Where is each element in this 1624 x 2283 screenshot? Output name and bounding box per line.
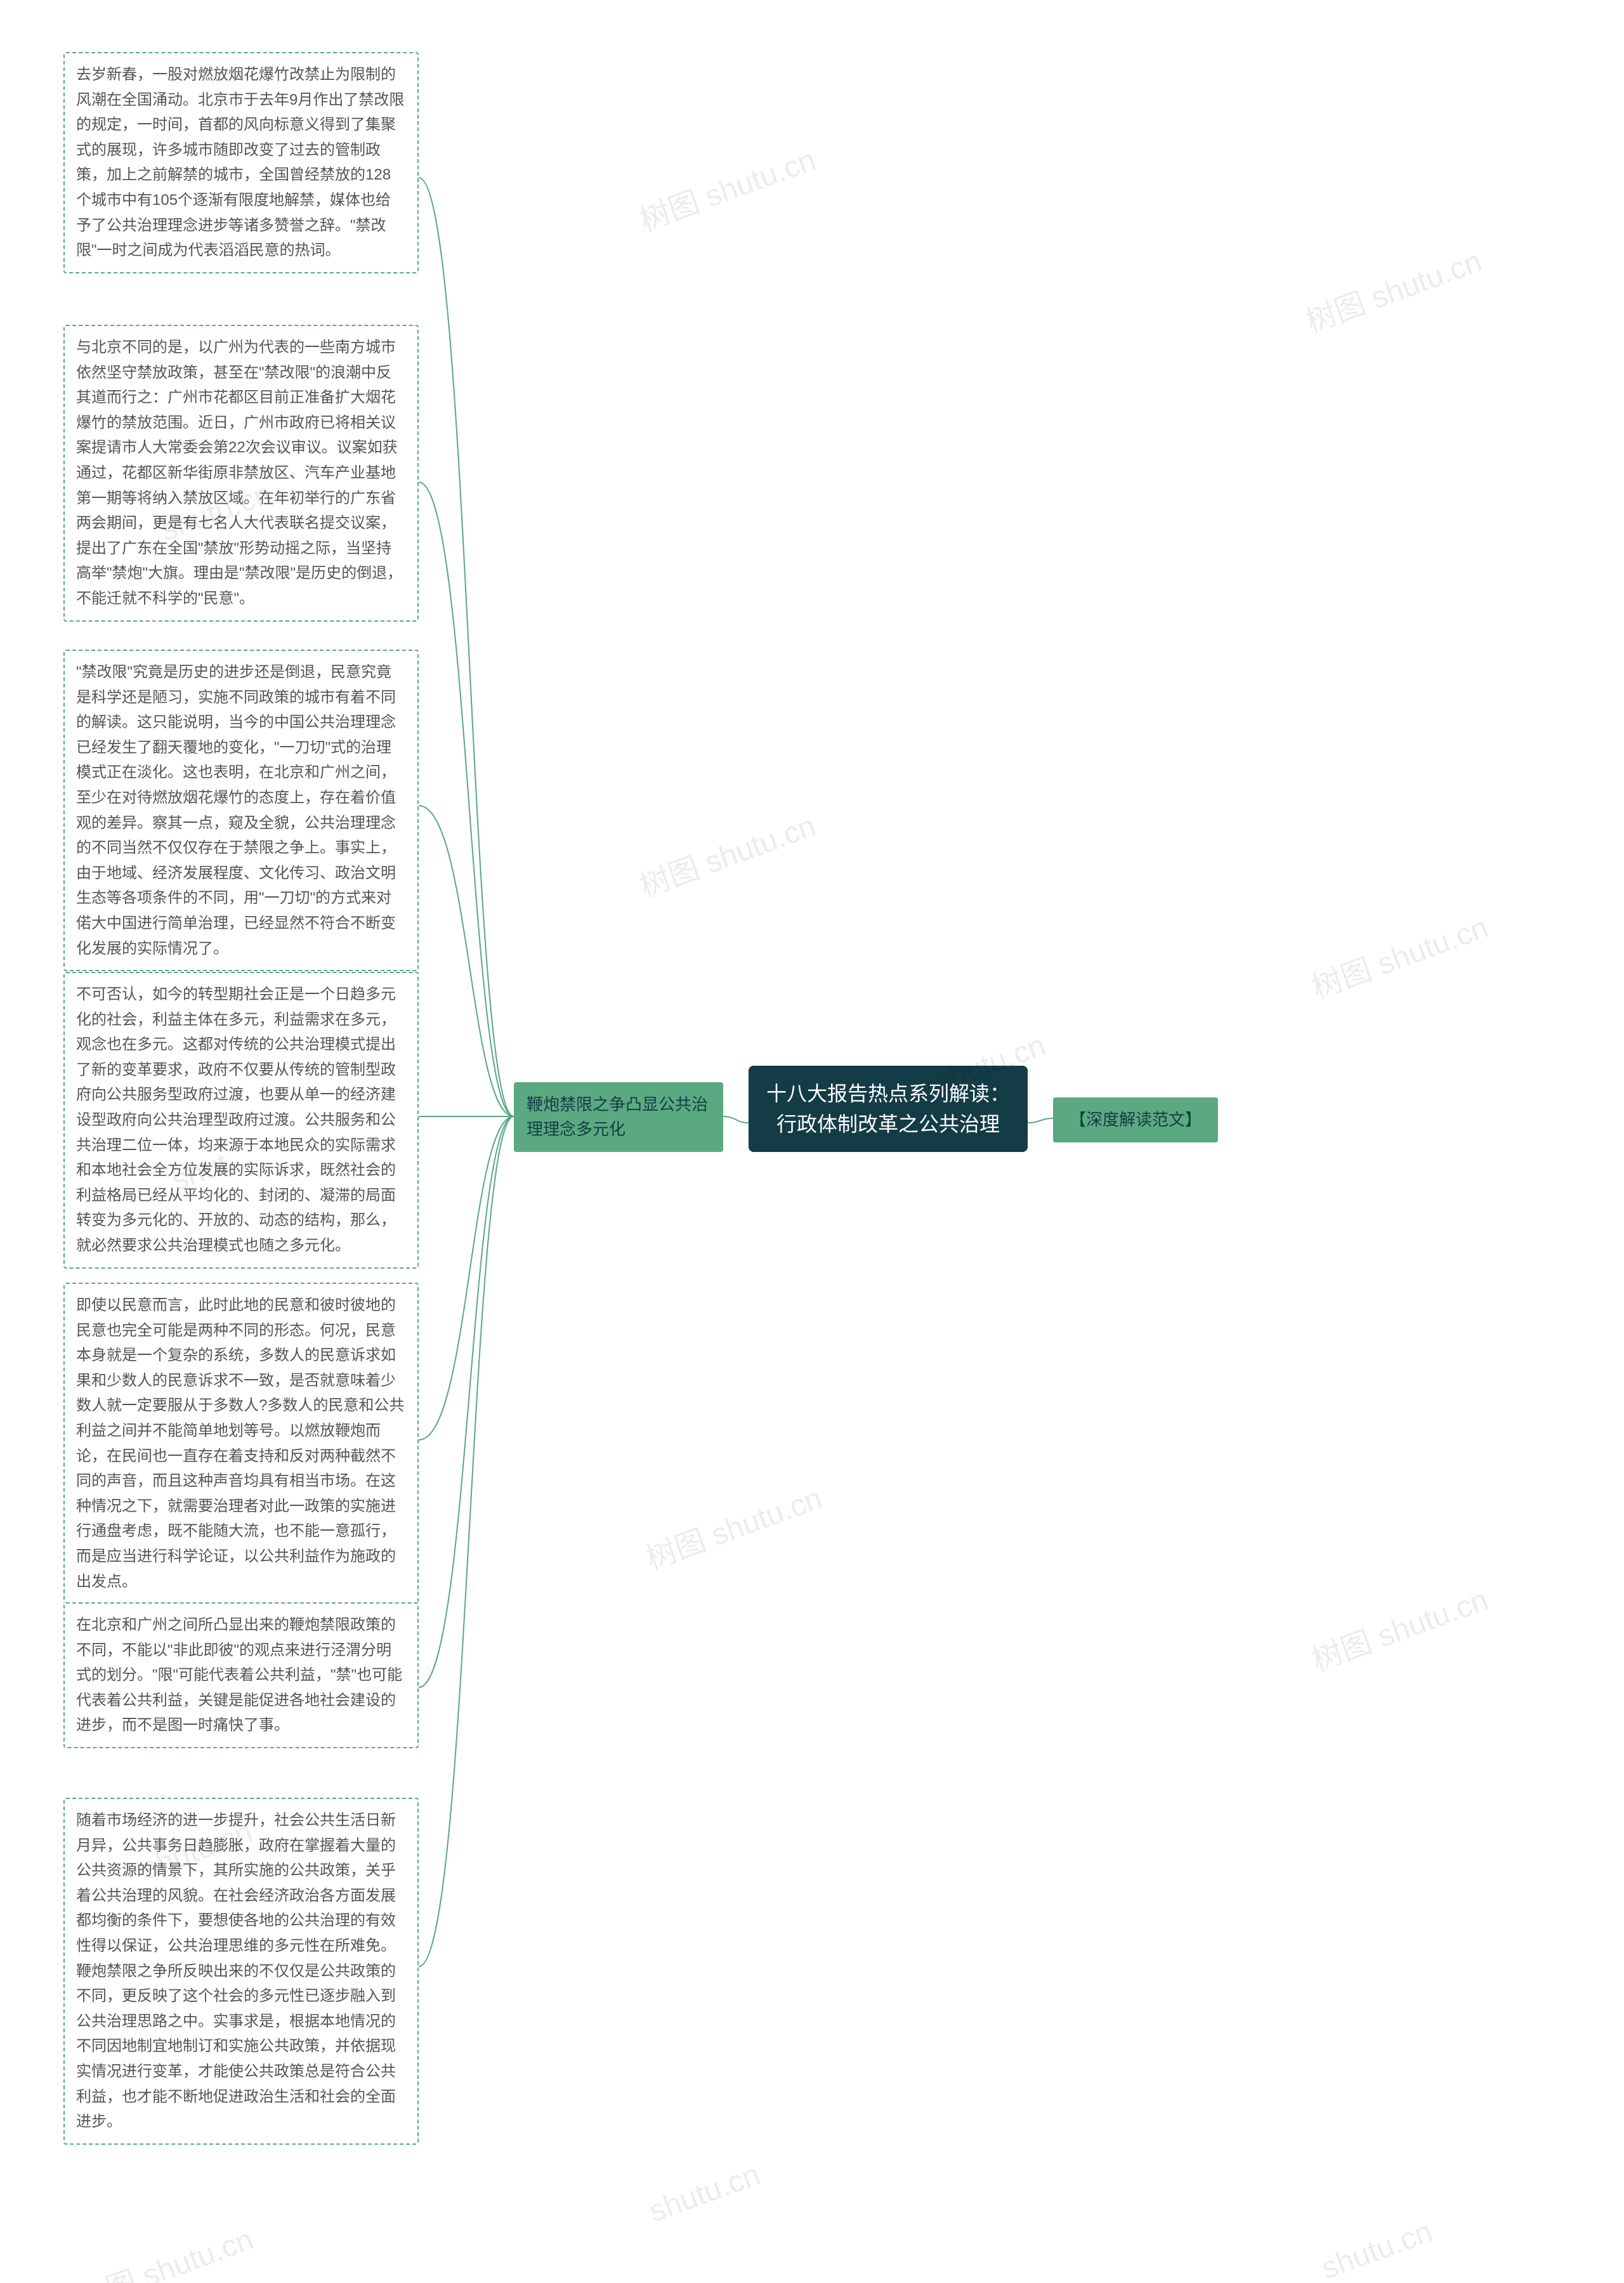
leaf-text: 即使以民意而言，此时此地的民意和彼时彼地的民意也完全可能是两种不同的形态。何况，… xyxy=(76,1293,406,1594)
branch-right-label: 【深度解读范文】 xyxy=(1070,1108,1202,1132)
leaf-node[interactable]: 与北京不同的是，以广州为代表的一些南方城市依然坚守禁放政策，甚至在"禁改限"的浪… xyxy=(63,325,419,622)
leaf-text: 与北京不同的是，以广州为代表的一些南方城市依然坚守禁放政策，甚至在"禁改限"的浪… xyxy=(76,335,406,612)
leaf-node[interactable]: 即使以民意而言，此时此地的民意和彼时彼地的民意也完全可能是两种不同的形态。何况，… xyxy=(63,1283,419,1604)
leaf-text: 不可否认，如今的转型期社会正是一个日趋多元化的社会，利益主体在多元，利益需求在多… xyxy=(76,982,406,1259)
leaf-text: 去岁新春，一股对燃放烟花爆竹改禁止为限制的风潮在全国涌动。北京市于去年9月作出了… xyxy=(76,62,406,263)
watermark: 树图 shutu.cn xyxy=(632,134,821,239)
branch-right[interactable]: 【深度解读范文】 xyxy=(1053,1097,1218,1142)
branch-left-label: 鞭炮禁限之争凸显公共治理理念多元化 xyxy=(527,1092,710,1142)
watermark: 树图 shutu.cn xyxy=(639,1473,827,1578)
leaf-text: 随着市场经济的进一步提升，社会公共生活日新月异，公共事务日趋膨胀，政府在掌握着大… xyxy=(76,1808,406,2135)
watermark: shutu.cn xyxy=(645,2157,764,2230)
leaf-node[interactable]: 去岁新春，一股对燃放烟花爆竹改禁止为限制的风潮在全国涌动。北京市于去年9月作出了… xyxy=(63,52,419,273)
watermark: 图 shutu.cn xyxy=(98,2214,258,2283)
leaf-text: "禁改限"究竟是历史的进步还是倒退，民意究竟是科学还是陋习，实施不同政策的城市有… xyxy=(76,660,406,961)
leaf-text: 在北京和广州之间所凸显出来的鞭炮禁限政策的不同，不能以"非此即彼"的观点来进行泾… xyxy=(76,1612,406,1738)
leaf-node[interactable]: 在北京和广州之间所凸显出来的鞭炮禁限政策的不同，不能以"非此即彼"的观点来进行泾… xyxy=(63,1602,419,1748)
watermark: 树图 shutu.cn xyxy=(1305,1574,1493,1679)
watermark: 树图 shutu.cn xyxy=(632,801,821,905)
leaf-node[interactable]: 不可否认，如今的转型期社会正是一个日趋多元化的社会，利益主体在多元，利益需求在多… xyxy=(63,972,419,1269)
leaf-node[interactable]: 随着市场经济的进一步提升，社会公共生活日新月异，公共事务日趋膨胀，政府在掌握着大… xyxy=(63,1798,419,2145)
watermark: 树图 shutu.cn xyxy=(1305,902,1493,1007)
mindmap-canvas: 十八大报告热点系列解读：行政体制改革之公共治理 鞭炮禁限之争凸显公共治理理念多元… xyxy=(0,0,1624,2283)
root-node[interactable]: 十八大报告热点系列解读：行政体制改革之公共治理 xyxy=(749,1066,1028,1152)
leaf-node[interactable]: "禁改限"究竟是历史的进步还是倒退，民意究竟是科学还是陋习，实施不同政策的城市有… xyxy=(63,650,419,971)
watermark: shutu.cn xyxy=(1317,2214,1437,2283)
watermark: 树图 shutu.cn xyxy=(1299,236,1487,341)
branch-left[interactable]: 鞭炮禁限之争凸显公共治理理念多元化 xyxy=(514,1082,723,1152)
root-title: 十八大报告热点系列解读：行政体制改革之公共治理 xyxy=(764,1078,1012,1139)
